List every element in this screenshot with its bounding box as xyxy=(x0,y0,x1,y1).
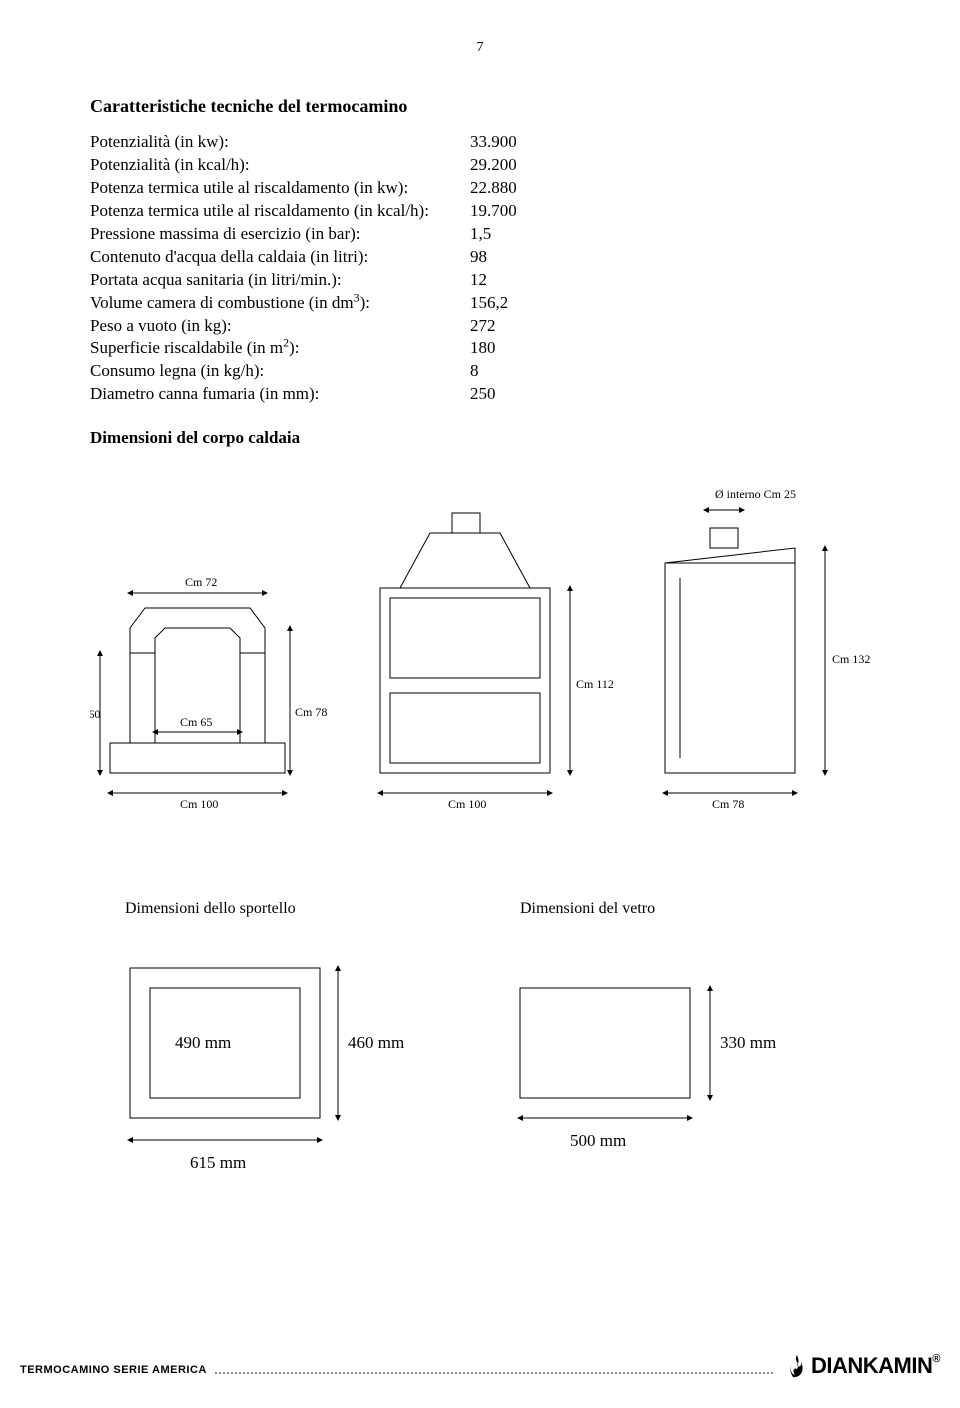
spec-row: Contenuto d'acqua della caldaia (in litr… xyxy=(90,246,870,269)
spec-value: 19.700 xyxy=(470,200,517,223)
diagrams-area: Cm 72 Cm 60 Cm 65 Cm 78 Cm 100 Cm 112 Cm… xyxy=(90,468,870,1248)
footer-series: TERMOCAMINO SERIE AMERICA xyxy=(20,1364,215,1380)
label-615mm: 615 mm xyxy=(190,1153,246,1172)
section-title: Caratteristiche tecniche del termocamino xyxy=(90,96,870,117)
page-number: 7 xyxy=(90,40,870,56)
spec-value: 250 xyxy=(470,383,496,406)
spec-row: Potenzialità (in kw):33.900 xyxy=(90,131,870,154)
label-490mm: 490 mm xyxy=(175,1033,231,1052)
sportello-title: Dimensioni dello sportello xyxy=(125,900,296,917)
label-330mm: 330 mm xyxy=(720,1033,776,1052)
footer-dots xyxy=(215,1372,773,1374)
spec-label: Peso a vuoto (in kg): xyxy=(90,315,470,338)
brand-name: DIANKAMIN® xyxy=(811,1353,940,1379)
spec-label: Volume camera di combustione (in dm3): xyxy=(90,292,470,315)
diagram-front-box xyxy=(380,513,550,773)
vetro-title: Dimensioni del vetro xyxy=(520,900,655,917)
spec-label: Potenzialità (in kcal/h): xyxy=(90,154,470,177)
spec-row: Volume camera di combustione (in dm3):15… xyxy=(90,292,870,315)
spec-value: 29.200 xyxy=(470,154,517,177)
label-cm60: Cm 60 xyxy=(90,707,100,721)
spec-value: 1,5 xyxy=(470,223,491,246)
spec-label: Pressione massima di esercizio (in bar): xyxy=(90,223,470,246)
label-500mm: 500 mm xyxy=(570,1131,626,1150)
label-diameter: Ø interno Cm 25 xyxy=(715,487,796,501)
dimensions-subtitle: Dimensioni del corpo caldaia xyxy=(90,428,870,448)
page-footer: TERMOCAMINO SERIE AMERICA DIANKAMIN® xyxy=(20,1340,940,1380)
spec-row: Portata acqua sanitaria (in litri/min.):… xyxy=(90,269,870,292)
footer-logo: DIANKAMIN® xyxy=(783,1352,940,1380)
spec-row: Superficie riscaldabile (in m2):180 xyxy=(90,337,870,360)
flame-icon xyxy=(783,1352,811,1380)
label-460mm: 460 mm xyxy=(348,1033,404,1052)
label-cm100a: Cm 100 xyxy=(180,797,218,811)
label-cm72: Cm 72 xyxy=(185,575,217,589)
label-cm100b: Cm 100 xyxy=(448,797,486,811)
spec-label: Contenuto d'acqua della caldaia (in litr… xyxy=(90,246,470,269)
spec-label: Portata acqua sanitaria (in litri/min.): xyxy=(90,269,470,292)
spec-value: 98 xyxy=(470,246,487,269)
label-cm132: Cm 132 xyxy=(832,652,870,666)
spec-row: Peso a vuoto (in kg):272 xyxy=(90,315,870,338)
spec-value: 156,2 xyxy=(470,292,508,315)
spec-value: 12 xyxy=(470,269,487,292)
spec-label: Consumo legna (in kg/h): xyxy=(90,360,470,383)
spec-value: 272 xyxy=(470,315,496,338)
diagram-side xyxy=(665,528,795,773)
label-cm65: Cm 65 xyxy=(180,715,212,729)
spec-value: 180 xyxy=(470,337,496,360)
spec-row: Potenza termica utile al riscaldamento (… xyxy=(90,177,870,200)
spec-label: Superficie riscaldabile (in m2): xyxy=(90,337,470,360)
diagram-vetro xyxy=(520,988,690,1098)
spec-row: Pressione massima di esercizio (in bar):… xyxy=(90,223,870,246)
spec-value: 8 xyxy=(470,360,479,383)
spec-label: Diametro canna fumaria (in mm): xyxy=(90,383,470,406)
label-cm78: Cm 78 xyxy=(295,705,327,719)
spec-label: Potenzialità (in kw): xyxy=(90,131,470,154)
label-cm78b: Cm 78 xyxy=(712,797,744,811)
specs-table: Potenzialità (in kw):33.900Potenzialità … xyxy=(90,131,870,406)
diagram-front-arch xyxy=(110,608,285,773)
spec-label: Potenza termica utile al riscaldamento (… xyxy=(90,177,470,200)
spec-row: Diametro canna fumaria (in mm):250 xyxy=(90,383,870,406)
spec-label: Potenza termica utile al riscaldamento (… xyxy=(90,200,470,223)
label-cm112: Cm 112 xyxy=(576,677,614,691)
spec-row: Potenzialità (in kcal/h):29.200 xyxy=(90,154,870,177)
spec-row: Consumo legna (in kg/h):8 xyxy=(90,360,870,383)
spec-row: Potenza termica utile al riscaldamento (… xyxy=(90,200,870,223)
spec-value: 33.900 xyxy=(470,131,517,154)
spec-value: 22.880 xyxy=(470,177,517,200)
